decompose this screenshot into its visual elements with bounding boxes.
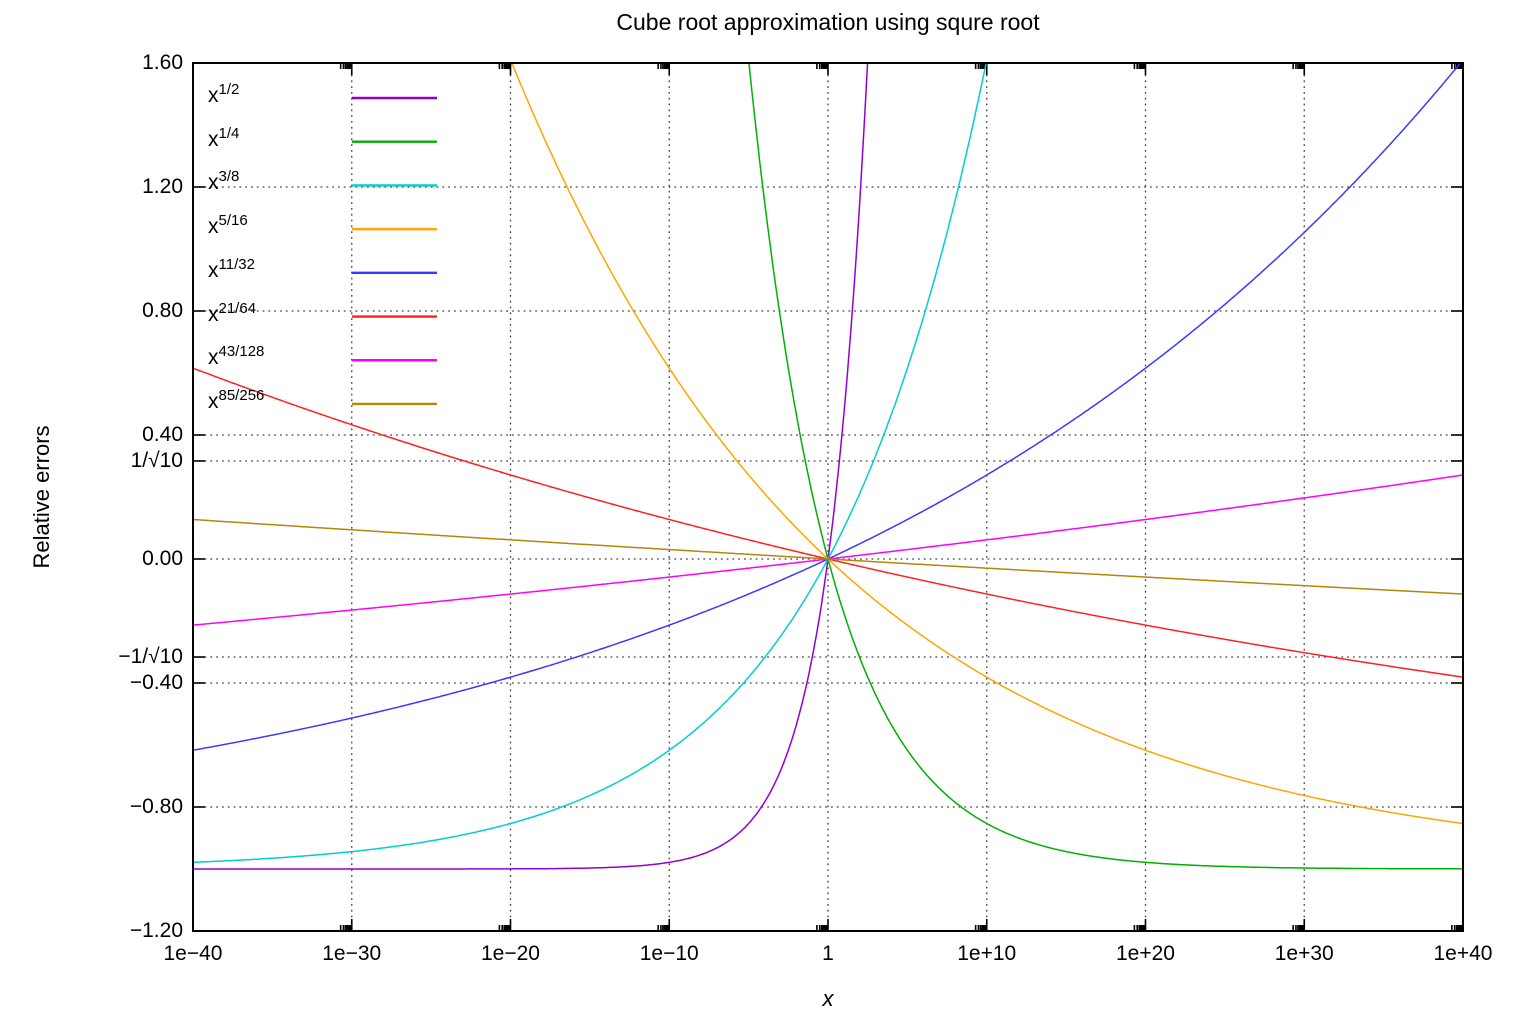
y-tick-label: −0.80 — [129, 795, 183, 818]
x-tick-label: 1e+30 — [1274, 942, 1334, 965]
y-tick-label: 1/√10 — [130, 448, 183, 472]
legend-label-base: x — [208, 346, 219, 370]
x-axis-label: x — [822, 986, 834, 1011]
legend-label-base: x — [208, 84, 219, 107]
legend-label-base: x — [208, 215, 219, 239]
legend-label-x-5-16: x5/16 — [208, 212, 248, 241]
legend-label-base: x — [208, 389, 219, 413]
y-tick-label: −1.20 — [129, 919, 183, 942]
legend-label-exponent: 1/2 — [218, 81, 240, 98]
curves-group — [193, 63, 1463, 870]
x-tick-label: 1 — [822, 942, 834, 965]
legend-label-exponent: 43/128 — [218, 343, 265, 361]
x-tick-label: 1e−10 — [639, 942, 699, 965]
y-tick-label: 0.80 — [142, 299, 183, 322]
curve-x-3-8 — [193, 63, 987, 864]
legend-label-x-1-2: x1/2 — [208, 81, 240, 110]
chart-title: Cube root approximation using squre root — [616, 9, 1040, 35]
legend-label-x-85-256: x85/256 — [208, 386, 265, 416]
legend-label-exponent: 85/256 — [218, 386, 265, 404]
x-tick-label: 1e+10 — [957, 942, 1017, 965]
legend-label-base: x — [208, 258, 219, 282]
plot-border — [192, 62, 1464, 932]
legend-label-exponent: 1/4 — [218, 124, 240, 142]
legend-label-x-3-8: x3/8 — [208, 168, 240, 197]
x-tick-label: 1e−30 — [322, 942, 382, 965]
legend-label-exponent: 21/64 — [218, 299, 257, 317]
legend-label-x-21-64: x21/64 — [208, 299, 257, 329]
y-tick-label: −0.40 — [129, 671, 183, 694]
legend-label-x-43-128: x43/128 — [208, 343, 265, 372]
legend-label-base: x — [208, 127, 219, 151]
x-tick-label: 1e−40 — [163, 942, 223, 965]
legend-label-exponent: 11/32 — [218, 255, 255, 273]
y-tick-label: 0.40 — [142, 423, 183, 446]
y-tick-label: 1.20 — [142, 175, 183, 198]
y-tick-label: 0.00 — [142, 547, 183, 570]
legend-label-x-11-32: x11/32 — [208, 255, 255, 285]
x-tick-label: 1e+20 — [1116, 942, 1175, 965]
curve-x-85-256 — [193, 518, 1463, 595]
y-tick-label: −1/√10 — [118, 645, 183, 669]
legend-label-base: x — [208, 302, 219, 326]
x-tick-label: 1e−20 — [481, 942, 540, 965]
y-tick-label: 1.60 — [142, 51, 183, 74]
legend-label-exponent: 3/8 — [218, 168, 240, 186]
legend-label-x-1-4: x1/4 — [208, 124, 240, 154]
legend-label-base: x — [208, 171, 219, 195]
x-tick-label: 1e+40 — [1433, 942, 1493, 965]
legend-label-exponent: 5/16 — [218, 212, 248, 230]
